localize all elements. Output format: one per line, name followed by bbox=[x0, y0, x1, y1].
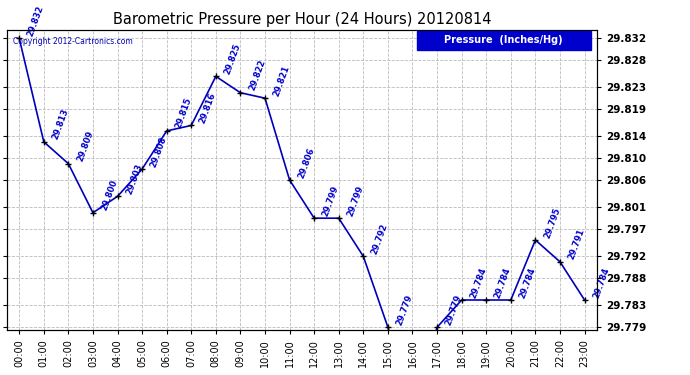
Text: 29.816: 29.816 bbox=[198, 91, 218, 124]
Text: Pressure  (Inches/Hg): Pressure (Inches/Hg) bbox=[444, 35, 563, 45]
Text: 29.800: 29.800 bbox=[100, 178, 119, 212]
Text: 29.803: 29.803 bbox=[124, 162, 144, 196]
Text: 29.808: 29.808 bbox=[149, 135, 168, 168]
Text: 29.792: 29.792 bbox=[371, 222, 390, 256]
Text: 29.779: 29.779 bbox=[395, 293, 414, 327]
Text: 29.815: 29.815 bbox=[174, 97, 193, 130]
Text: 29.806: 29.806 bbox=[297, 146, 316, 179]
Text: 29.784: 29.784 bbox=[518, 266, 538, 299]
Text: 29.832: 29.832 bbox=[26, 4, 46, 38]
Text: 29.799: 29.799 bbox=[346, 184, 365, 218]
Text: 29.809: 29.809 bbox=[75, 130, 95, 163]
Text: 29.784: 29.784 bbox=[493, 266, 513, 299]
Text: 29.813: 29.813 bbox=[51, 108, 70, 141]
Text: 29.779: 29.779 bbox=[444, 293, 464, 327]
Text: 29.784: 29.784 bbox=[591, 266, 611, 299]
Text: 29.799: 29.799 bbox=[321, 184, 341, 218]
Text: Copyright 2012-Cartronics.com: Copyright 2012-Cartronics.com bbox=[13, 38, 132, 46]
Text: 29.825: 29.825 bbox=[223, 42, 242, 76]
FancyBboxPatch shape bbox=[417, 31, 591, 50]
Text: 29.795: 29.795 bbox=[542, 206, 562, 239]
Text: 29.791: 29.791 bbox=[567, 228, 586, 261]
Title: Barometric Pressure per Hour (24 Hours) 20120814: Barometric Pressure per Hour (24 Hours) … bbox=[112, 12, 491, 27]
Text: 29.821: 29.821 bbox=[272, 64, 291, 98]
Text: 29.822: 29.822 bbox=[248, 58, 267, 92]
Text: 29.784: 29.784 bbox=[469, 266, 488, 299]
